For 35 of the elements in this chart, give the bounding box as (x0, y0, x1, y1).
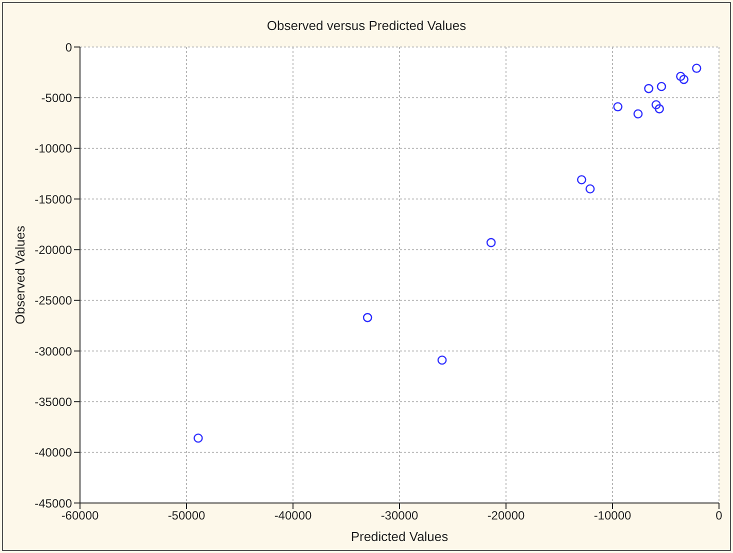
x-tick-label: -30000 (380, 508, 419, 523)
y-tick-label: -35000 (34, 394, 72, 409)
point (576, 175, 586, 184)
y-tick-label: -40000 (34, 446, 72, 460)
point (656, 82, 666, 92)
y-tick-label: -30000 (34, 344, 72, 358)
y-tick-label: -5000 (41, 90, 72, 105)
y-tick-label: -20000 (34, 242, 72, 257)
point (652, 100, 661, 110)
x-tick-label: -10000 (594, 508, 632, 523)
y-tick-label: 0 (65, 40, 72, 54)
y-tick-label: -25000 (34, 294, 72, 308)
point (194, 433, 203, 443)
x-tick-label: 0 (716, 508, 723, 523)
y-tick-label: -10000 (34, 142, 72, 156)
point (585, 184, 595, 194)
x-tick-label: -20000 (487, 508, 526, 523)
point (644, 84, 654, 94)
point (486, 238, 496, 248)
y-axis-title: Observed Values (12, 225, 28, 324)
x-tick-label: -60000 (61, 508, 100, 523)
point (654, 104, 664, 114)
chart-title: Observed versus Predicted Values (266, 18, 468, 33)
y-tick-label: -15000 (34, 192, 72, 206)
point (679, 74, 689, 84)
x-tick-label: -40000 (274, 508, 312, 523)
point (613, 102, 622, 112)
point (437, 355, 447, 365)
point (633, 109, 643, 119)
point (692, 64, 702, 73)
y-tick-label: -45000 (34, 496, 72, 510)
x-axis-title: Predicted Values (350, 529, 449, 544)
point (676, 72, 686, 82)
point (362, 312, 372, 322)
x-tick-label: -50000 (168, 508, 206, 523)
